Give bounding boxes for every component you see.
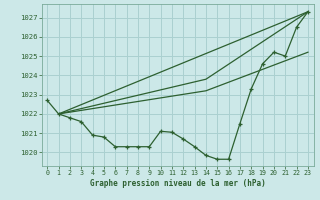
X-axis label: Graphe pression niveau de la mer (hPa): Graphe pression niveau de la mer (hPa) — [90, 179, 266, 188]
